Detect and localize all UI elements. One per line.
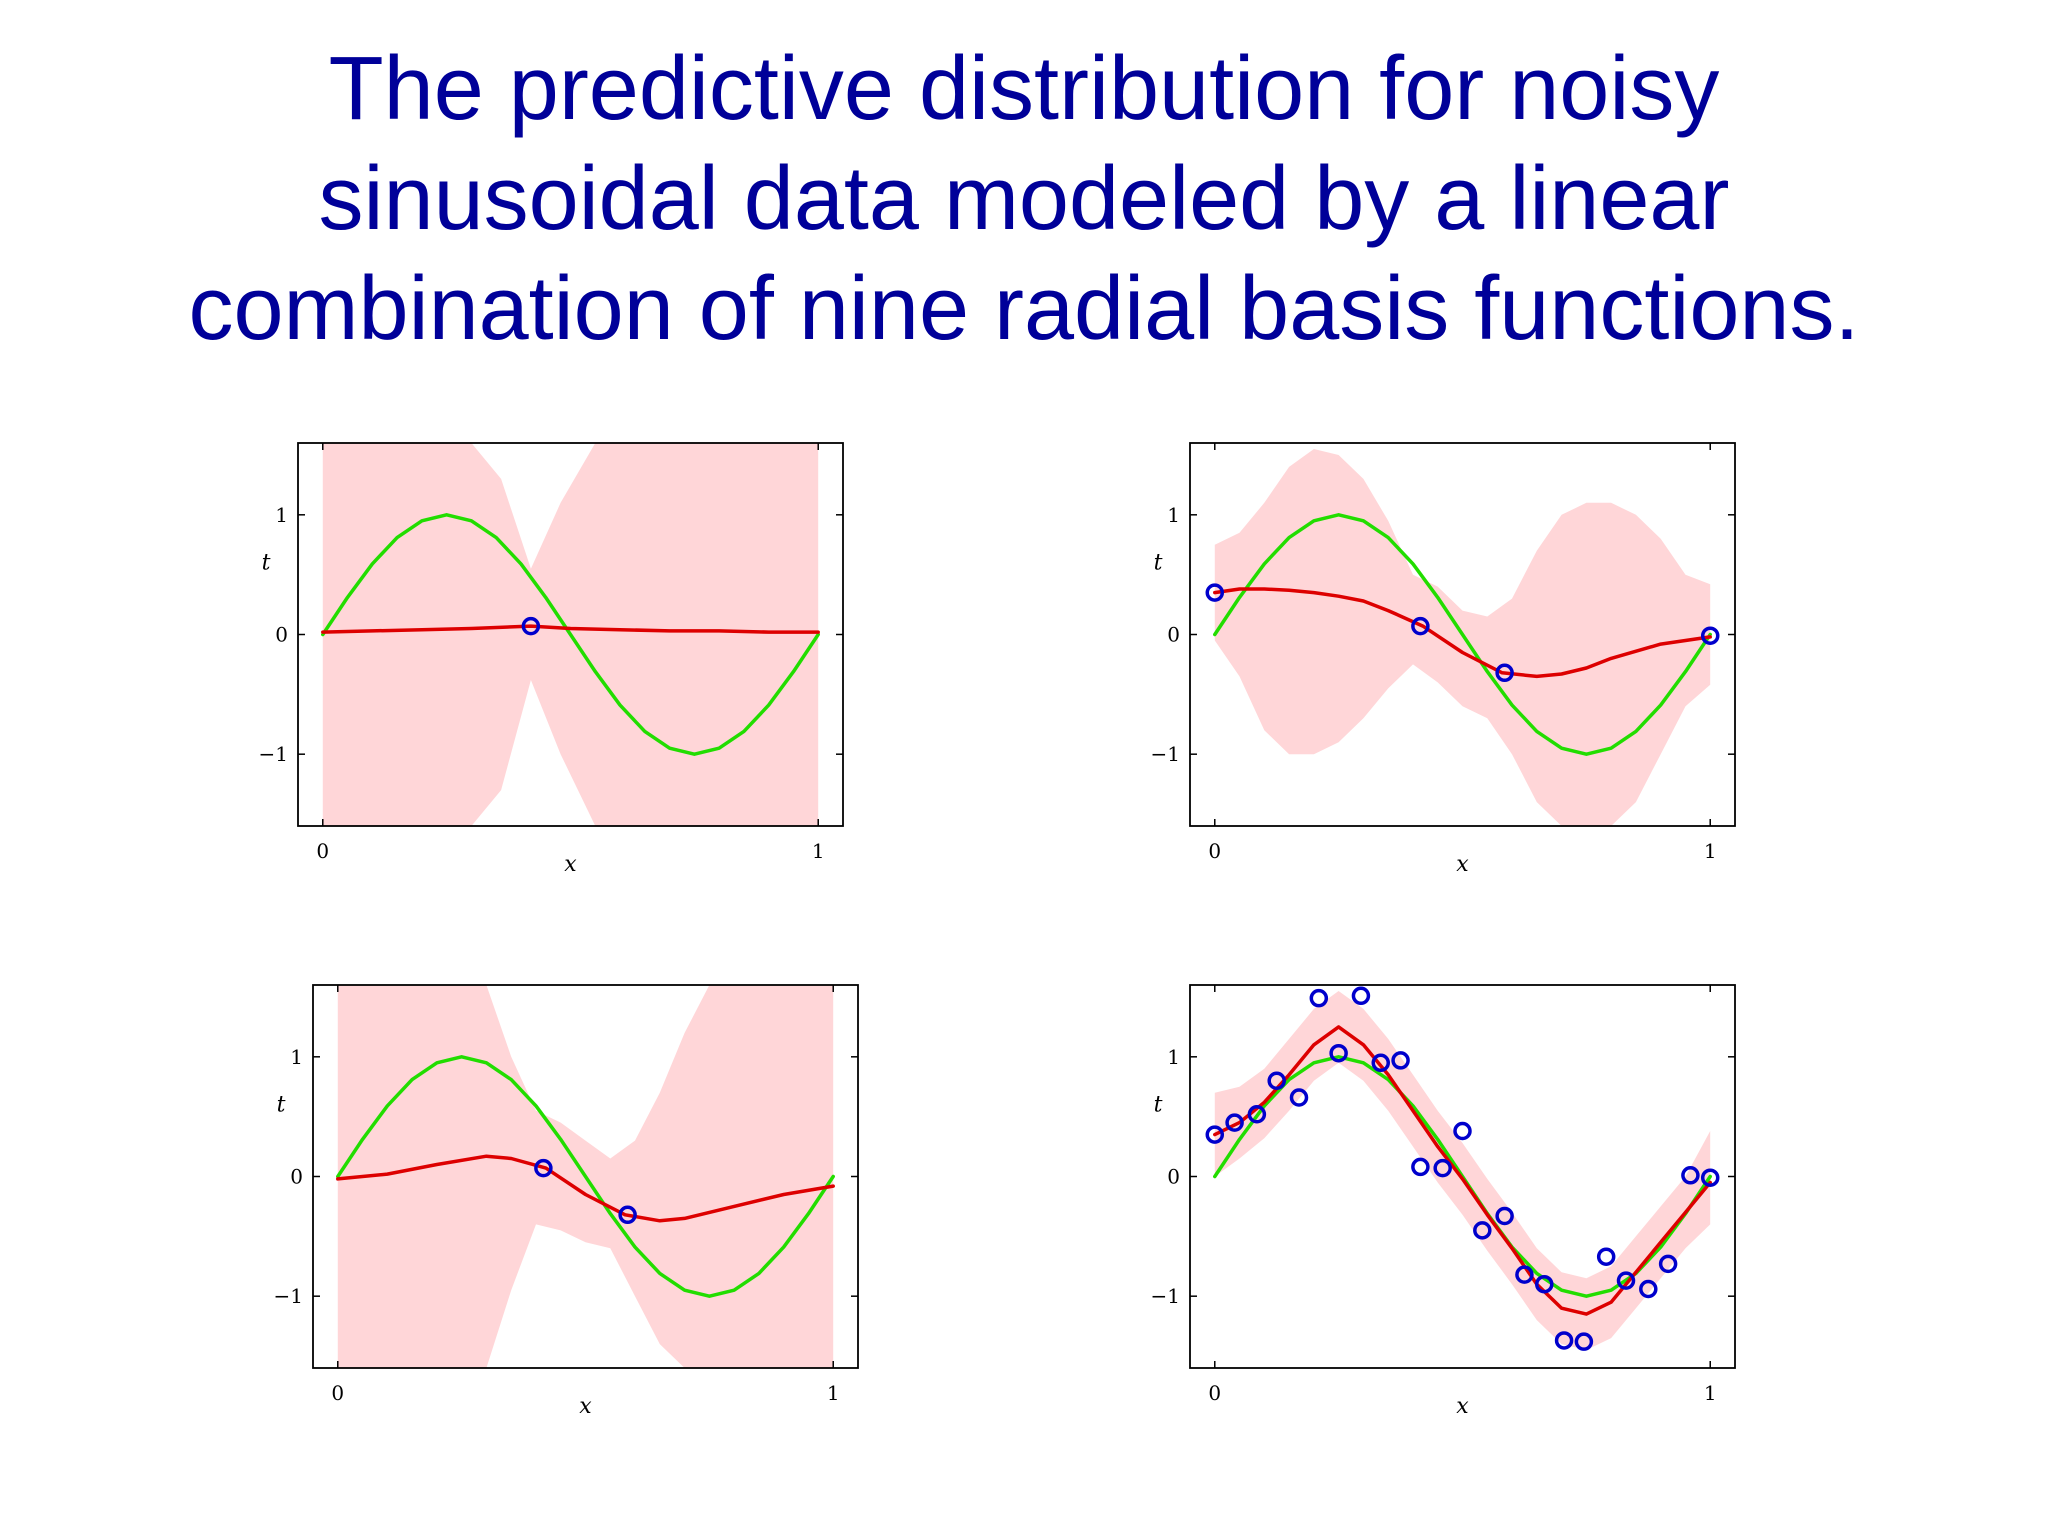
x-tick-label: 1 bbox=[827, 1381, 840, 1405]
data-point bbox=[534, 1158, 553, 1178]
plot-area bbox=[1213, 449, 1712, 826]
data-point bbox=[1411, 616, 1430, 636]
data-point bbox=[1535, 1274, 1554, 1294]
data-point bbox=[1453, 1121, 1472, 1141]
uncertainty-band bbox=[1214, 991, 1711, 1350]
data-point bbox=[1700, 626, 1720, 645]
chart-panel-1: −1 0 1 0 1 x t bbox=[259, 442, 844, 877]
x-axis-label: x bbox=[1456, 1394, 1469, 1419]
plot-area bbox=[336, 985, 835, 1368]
data-point bbox=[1596, 1247, 1616, 1266]
data-point bbox=[1351, 986, 1371, 1006]
data-point bbox=[1574, 1332, 1594, 1351]
data-point bbox=[618, 1205, 637, 1225]
y-tick-label: 0 bbox=[1167, 623, 1180, 647]
x-tick-label: 0 bbox=[316, 839, 329, 863]
x-tick-label: 1 bbox=[812, 839, 825, 863]
x-axis-label: x bbox=[1456, 852, 1469, 877]
y-tick-label: −1 bbox=[274, 1284, 303, 1308]
title-line-1: The predictive distribution for noisy bbox=[328, 39, 1720, 139]
y-axis-label: t bbox=[1154, 551, 1163, 576]
data-point bbox=[1329, 1043, 1348, 1063]
y-tick-label: 0 bbox=[1167, 1165, 1180, 1189]
chart-panel-3: −1 0 1 0 1 x t bbox=[274, 984, 859, 1419]
y-tick-label: 1 bbox=[290, 1045, 303, 1069]
chart-panel-2: −1 0 1 0 1 x t bbox=[1151, 442, 1736, 877]
data-point bbox=[1205, 1125, 1225, 1144]
data-point bbox=[1515, 1265, 1534, 1284]
plot-area bbox=[1213, 991, 1712, 1350]
y-tick-label: 0 bbox=[290, 1165, 303, 1189]
data-point bbox=[1391, 1051, 1410, 1070]
predictive-mean-curve bbox=[1213, 1025, 1712, 1316]
data-point bbox=[1411, 1157, 1430, 1177]
y-tick-label: −1 bbox=[259, 742, 288, 766]
data-point bbox=[1495, 1206, 1514, 1226]
x-axis-label: x bbox=[564, 852, 577, 877]
data-point bbox=[1616, 1271, 1636, 1290]
y-tick-label: 1 bbox=[1167, 503, 1180, 527]
data-point bbox=[1473, 1221, 1492, 1240]
predictive-mean-curve bbox=[336, 1154, 835, 1223]
y-tick-label: 1 bbox=[1167, 1045, 1180, 1069]
data-point bbox=[1495, 663, 1514, 683]
predictive-mean-curve bbox=[1213, 587, 1712, 679]
y-axis-label: t bbox=[262, 551, 271, 576]
data-point bbox=[1433, 1158, 1452, 1178]
y-axis-label: t bbox=[1154, 1093, 1163, 1118]
y-tick-label: −1 bbox=[1151, 742, 1180, 766]
data-point bbox=[1700, 1168, 1720, 1187]
x-tick-label: 1 bbox=[1704, 1381, 1717, 1405]
x-tick-label: 0 bbox=[1208, 839, 1221, 863]
data-point bbox=[1639, 1279, 1658, 1299]
slide-title: The predictive distribution for noisy si… bbox=[0, 34, 2048, 364]
data-point bbox=[1247, 1105, 1267, 1124]
x-tick-label: 0 bbox=[331, 1381, 344, 1405]
true-sine-curve bbox=[336, 1055, 835, 1298]
data-point bbox=[1289, 1088, 1309, 1107]
data-point bbox=[1371, 1053, 1390, 1073]
data-point bbox=[521, 616, 541, 636]
title-line-3: combination of nine radial basis functio… bbox=[188, 259, 1860, 359]
data-point bbox=[1681, 1166, 1700, 1185]
data-point bbox=[1267, 1071, 1286, 1090]
data-point bbox=[1309, 988, 1329, 1008]
title-line-2: sinusoidal data modeled by a linear bbox=[318, 149, 1730, 249]
data-point bbox=[1658, 1254, 1678, 1274]
data-point bbox=[1205, 583, 1225, 602]
y-axis-label: t bbox=[277, 1093, 286, 1118]
y-tick-label: −1 bbox=[1151, 1284, 1180, 1308]
predictive-mean-curve bbox=[321, 624, 820, 634]
chart-panel-4: −1 0 1 0 1 x t bbox=[1151, 984, 1736, 1419]
data-point bbox=[1554, 1331, 1574, 1350]
true-sine-curve bbox=[321, 513, 820, 756]
y-tick-label: 1 bbox=[275, 503, 288, 527]
x-tick-label: 1 bbox=[1704, 839, 1717, 863]
x-axis-label: x bbox=[579, 1394, 592, 1419]
true-sine-curve bbox=[1213, 513, 1712, 756]
x-tick-label: 0 bbox=[1208, 1381, 1221, 1405]
data-point bbox=[1225, 1113, 1244, 1132]
plot-area bbox=[321, 443, 820, 826]
y-tick-label: 0 bbox=[275, 623, 288, 647]
